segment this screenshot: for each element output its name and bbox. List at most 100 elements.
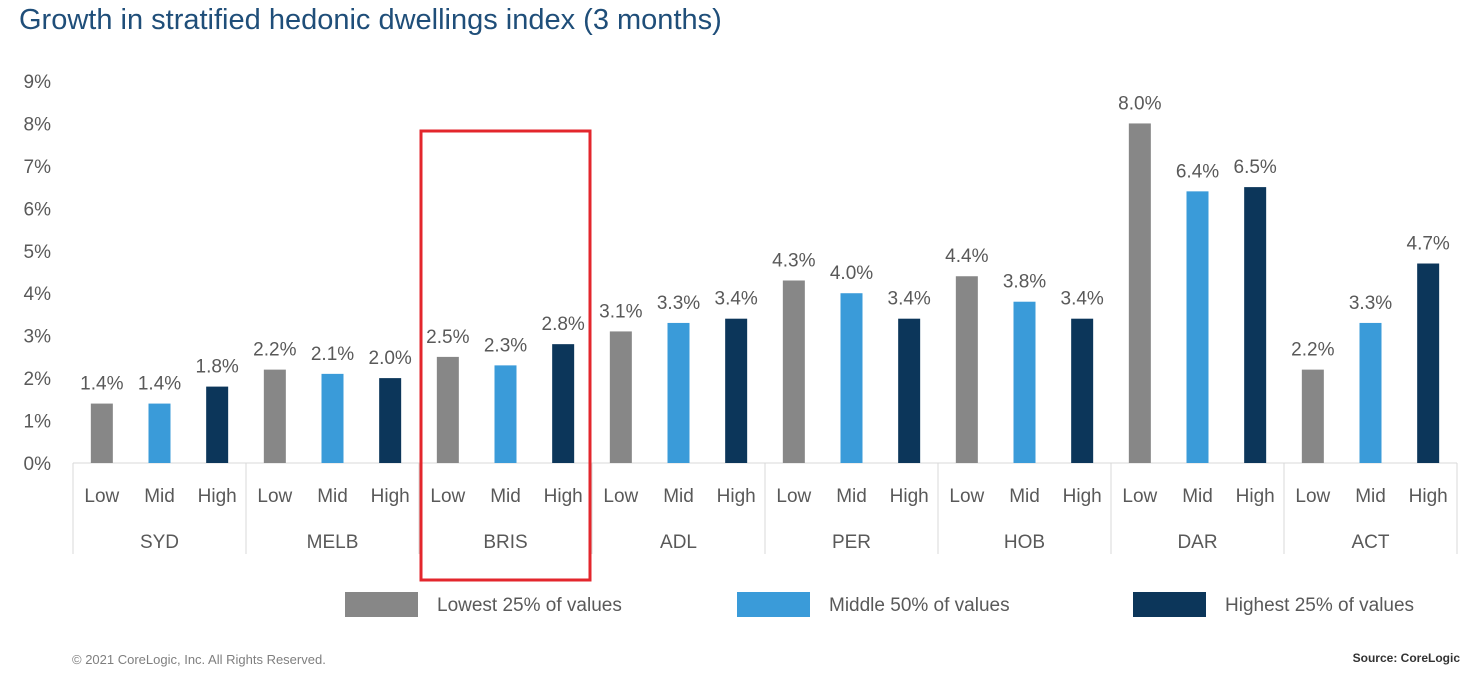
data-label: 6.5% bbox=[1234, 157, 1277, 178]
y-tick-label: 9% bbox=[24, 72, 52, 93]
bar-melb-mid bbox=[321, 373, 344, 463]
legend-swatch-high bbox=[1133, 592, 1206, 617]
x-subcategory-label: Mid bbox=[836, 486, 867, 507]
highlight-box bbox=[419, 129, 592, 582]
x-subcategory-label: Mid bbox=[1355, 486, 1386, 507]
bar-act-high bbox=[1417, 263, 1440, 463]
x-group-label: SYD bbox=[140, 532, 179, 553]
data-label: 2.8% bbox=[542, 314, 585, 335]
bar-adl-high bbox=[725, 318, 748, 463]
bar-per-low bbox=[782, 280, 805, 463]
y-tick-label: 8% bbox=[24, 114, 52, 135]
bar-syd-mid bbox=[148, 403, 171, 463]
data-label: 3.8% bbox=[1003, 272, 1046, 293]
x-subcategory-label: Low bbox=[1295, 486, 1330, 507]
x-group-label: BRIS bbox=[483, 532, 527, 553]
data-label: 1.8% bbox=[196, 357, 239, 378]
bar-syd-low bbox=[90, 403, 113, 463]
data-label: 3.1% bbox=[599, 301, 642, 322]
data-label: 2.2% bbox=[1291, 340, 1334, 361]
data-label: 4.3% bbox=[772, 250, 815, 271]
copyright-notice: © 2021 CoreLogic, Inc. All Rights Reserv… bbox=[72, 652, 326, 667]
x-group-label: ADL bbox=[660, 532, 697, 553]
legend-label-mid: Middle 50% of values bbox=[829, 595, 1010, 616]
x-subcategory-label: High bbox=[1236, 486, 1275, 507]
bar-melb-low bbox=[263, 369, 286, 463]
data-label: 1.4% bbox=[138, 374, 181, 395]
bar-syd-high bbox=[206, 386, 229, 463]
y-tick-label: 2% bbox=[24, 369, 52, 390]
data-label: 4.4% bbox=[945, 246, 988, 267]
data-label: 3.3% bbox=[1349, 293, 1392, 314]
data-label: 8.0% bbox=[1118, 93, 1161, 114]
data-label: 3.4% bbox=[715, 289, 758, 310]
x-subcategory-label: High bbox=[544, 486, 583, 507]
x-subcategory-label: Low bbox=[776, 486, 811, 507]
bar-dar-low bbox=[1128, 123, 1151, 463]
y-tick-label: 3% bbox=[24, 327, 52, 348]
y-tick-label: 1% bbox=[24, 412, 52, 433]
x-subcategory-label: High bbox=[1409, 486, 1448, 507]
x-subcategory-label: Mid bbox=[144, 486, 175, 507]
bar-hob-mid bbox=[1013, 301, 1036, 463]
x-subcategory-label: High bbox=[198, 486, 237, 507]
y-tick-label: 5% bbox=[24, 242, 52, 263]
x-subcategory-label: High bbox=[371, 486, 410, 507]
source-note: Source: CoreLogic bbox=[1352, 651, 1460, 665]
x-subcategory-label: High bbox=[1063, 486, 1102, 507]
bar-per-high bbox=[898, 318, 921, 463]
bar-hob-low bbox=[955, 276, 978, 463]
bar-dar-mid bbox=[1186, 191, 1209, 463]
data-label: 3.4% bbox=[1061, 289, 1104, 310]
x-subcategory-label: Low bbox=[949, 486, 984, 507]
data-label: 4.7% bbox=[1407, 234, 1450, 255]
x-group-label: HOB bbox=[1004, 532, 1045, 553]
data-label: 2.2% bbox=[253, 340, 296, 361]
x-group-label: PER bbox=[832, 532, 871, 553]
data-label: 2.5% bbox=[426, 327, 469, 348]
bar-act-low bbox=[1301, 369, 1324, 463]
data-label: 2.1% bbox=[311, 344, 354, 365]
x-subcategory-label: Low bbox=[1122, 486, 1157, 507]
legend-label-low: Lowest 25% of values bbox=[437, 595, 622, 616]
legend-swatch-low bbox=[345, 592, 418, 617]
x-subcategory-label: Mid bbox=[1182, 486, 1213, 507]
bar-bris-mid bbox=[494, 365, 517, 463]
y-tick-label: 6% bbox=[24, 199, 52, 220]
x-subcategory-label: High bbox=[890, 486, 929, 507]
x-subcategory-label: Mid bbox=[317, 486, 348, 507]
x-subcategory-label: Mid bbox=[663, 486, 694, 507]
bar-melb-high bbox=[379, 378, 402, 463]
data-label: 3.4% bbox=[888, 289, 931, 310]
bar-bris-high bbox=[552, 344, 575, 463]
x-subcategory-label: Low bbox=[603, 486, 638, 507]
x-group-label: DAR bbox=[1177, 532, 1217, 553]
bar-adl-low bbox=[609, 331, 632, 463]
bar-dar-high bbox=[1244, 187, 1267, 463]
bar-bris-low bbox=[436, 356, 459, 463]
chart-title: Growth in stratified hedonic dwellings i… bbox=[19, 4, 722, 36]
bar-adl-mid bbox=[667, 322, 690, 463]
x-group-label: ACT bbox=[1352, 532, 1390, 553]
x-subcategory-label: Mid bbox=[1009, 486, 1040, 507]
legend-swatch-mid bbox=[737, 592, 810, 617]
x-subcategory-label: High bbox=[717, 486, 756, 507]
y-tick-label: 7% bbox=[24, 157, 52, 178]
data-label: 4.0% bbox=[830, 263, 873, 284]
y-tick-label: 4% bbox=[24, 284, 52, 305]
x-subcategory-label: Low bbox=[257, 486, 292, 507]
data-label: 6.4% bbox=[1176, 161, 1219, 182]
x-subcategory-label: Low bbox=[84, 486, 119, 507]
bar-act-mid bbox=[1359, 322, 1382, 463]
data-label: 2.0% bbox=[369, 348, 412, 369]
legend-label-high: Highest 25% of values bbox=[1225, 595, 1414, 616]
data-label: 1.4% bbox=[80, 374, 123, 395]
data-label: 3.3% bbox=[657, 293, 700, 314]
x-subcategory-label: Mid bbox=[490, 486, 521, 507]
x-group-label: MELB bbox=[307, 532, 359, 553]
bar-hob-high bbox=[1071, 318, 1094, 463]
x-subcategory-label: Low bbox=[430, 486, 465, 507]
bar-per-mid bbox=[840, 293, 863, 463]
data-label: 2.3% bbox=[484, 335, 527, 356]
